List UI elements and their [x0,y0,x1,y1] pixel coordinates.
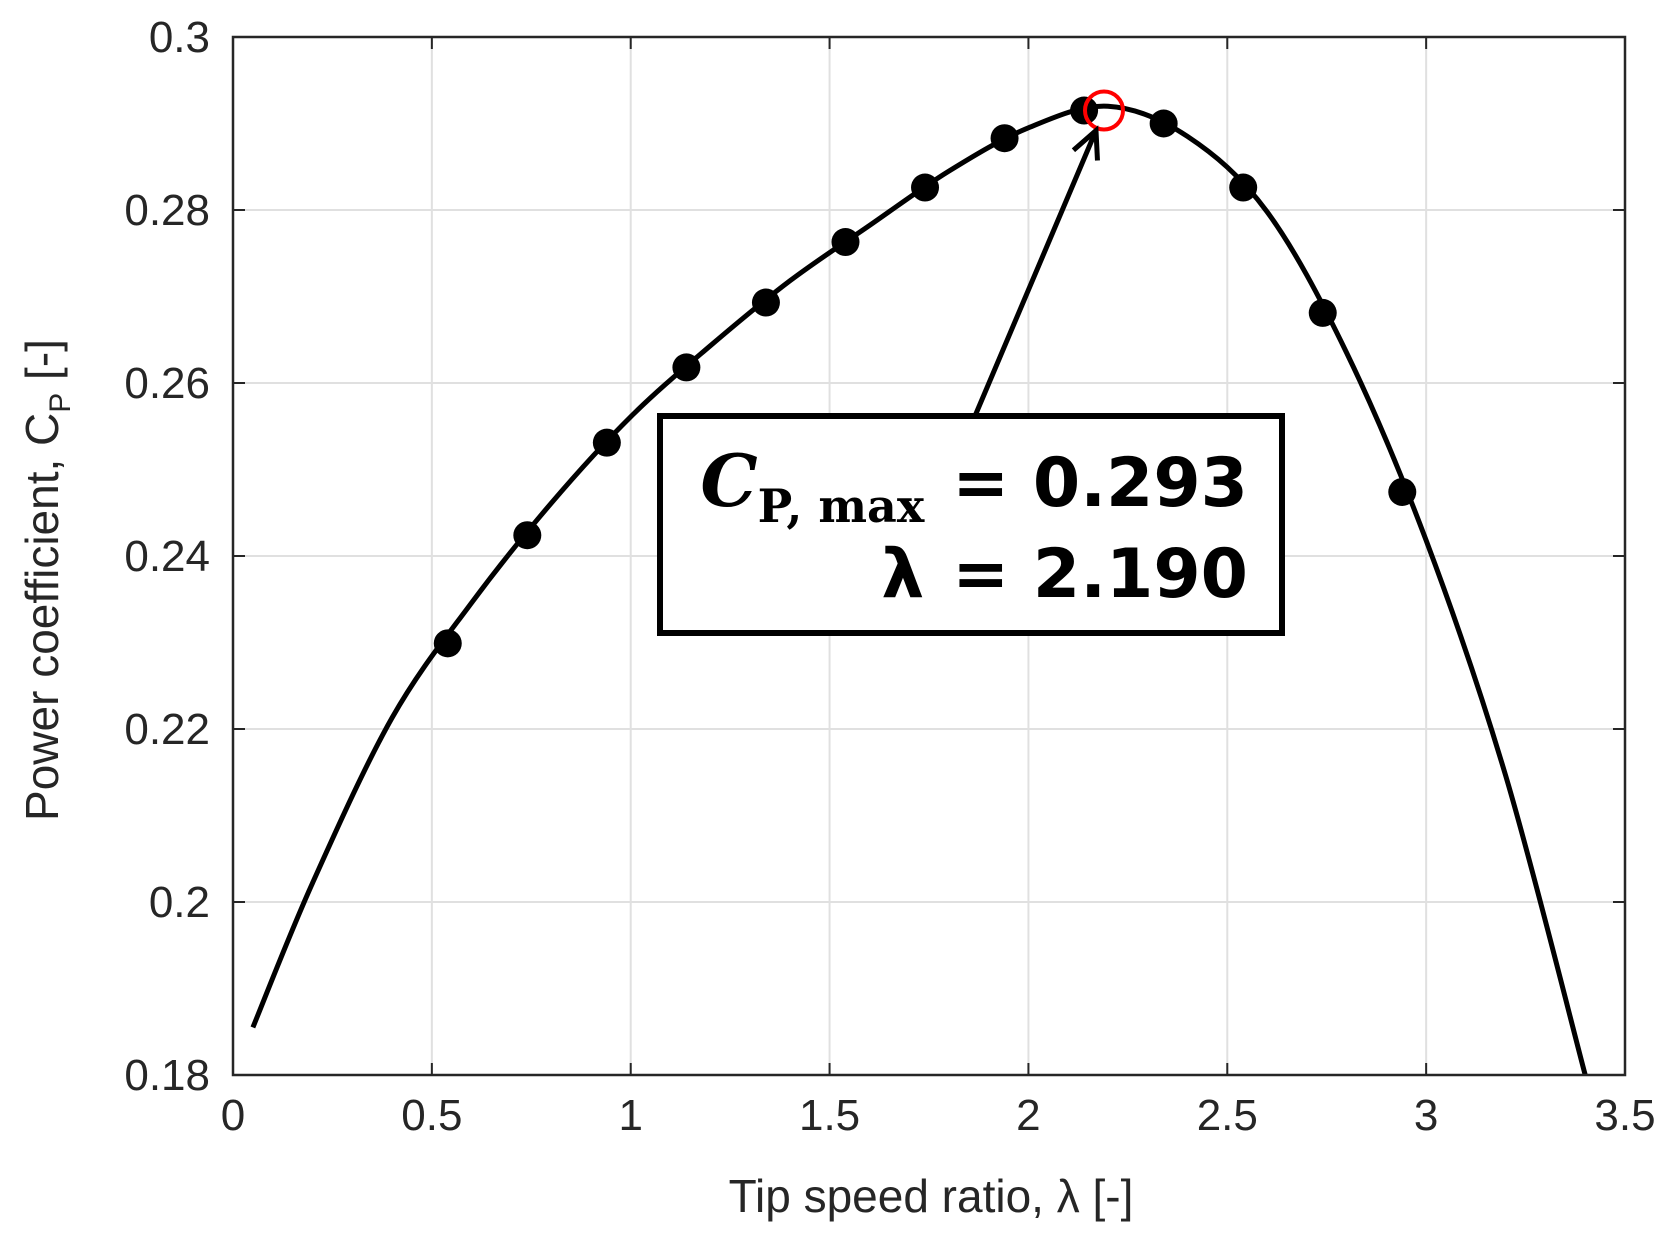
y-axis-label: Power coefficient, CP [-] [16,339,77,821]
data-points [433,96,1417,658]
x-tick-label: 3 [1414,1091,1438,1140]
x-tick-label: 2 [1016,1091,1040,1140]
annotation-lambda-line: λ = 2.190 [881,535,1248,614]
annotation-cp-line: CP, max = 0.293 [700,438,1248,533]
annotation-box [657,413,1285,636]
x-tick-labels: 0 0.5 1 1.5 2 2.5 3 3.5 [221,1091,1656,1140]
cp-subscript: P, max [758,479,925,533]
x-tick-label: 0 [221,1091,245,1140]
y-tick-label: 0.2 [149,878,210,927]
x-axis-label: Tip speed ratio, λ [-] [729,1170,1134,1222]
annotation-arrow [972,129,1099,417]
cp-value: = 0.293 [952,444,1248,523]
y-axis-label-tail: [-] [16,339,68,393]
annotation-arrowhead [1071,125,1100,161]
data-point [1388,477,1417,506]
y-tick-label: 0.24 [124,532,210,581]
y-axis-label-subscript: P [44,393,77,413]
y-tick-labels: 0.18 0.2 0.22 0.24 0.26 0.28 0.3 [124,13,210,1100]
lambda-value: = 2.190 [952,535,1248,614]
axes-box [231,35,1627,1077]
data-point [672,353,701,382]
data-point [1149,109,1178,138]
lambda-symbol: λ [881,535,924,614]
data-point [1229,173,1258,202]
x-tick-label: 2.5 [1197,1091,1258,1140]
y-axis-label-main: Power coefficient, C [16,413,68,821]
data-point [831,228,860,257]
cp-symbol: C [700,438,757,523]
max-point-marker [1082,89,1125,132]
data-point [1308,298,1337,327]
y-tick-label: 0.28 [124,186,210,235]
data-point [911,173,940,202]
data-point [751,288,780,317]
data-point [990,124,1019,153]
data-point [592,428,621,457]
x-tick-label: 3.5 [1594,1091,1655,1140]
y-tick-label: 0.3 [149,13,210,62]
x-tick-label: 1 [618,1091,642,1140]
data-point [513,521,542,550]
data-point [433,629,462,658]
x-tick-label: 1.5 [799,1091,860,1140]
y-tick-label: 0.26 [124,359,210,408]
y-tick-label: 0.22 [124,705,210,754]
x-tick-label: 0.5 [401,1091,462,1140]
y-tick-label: 0.18 [124,1051,210,1100]
